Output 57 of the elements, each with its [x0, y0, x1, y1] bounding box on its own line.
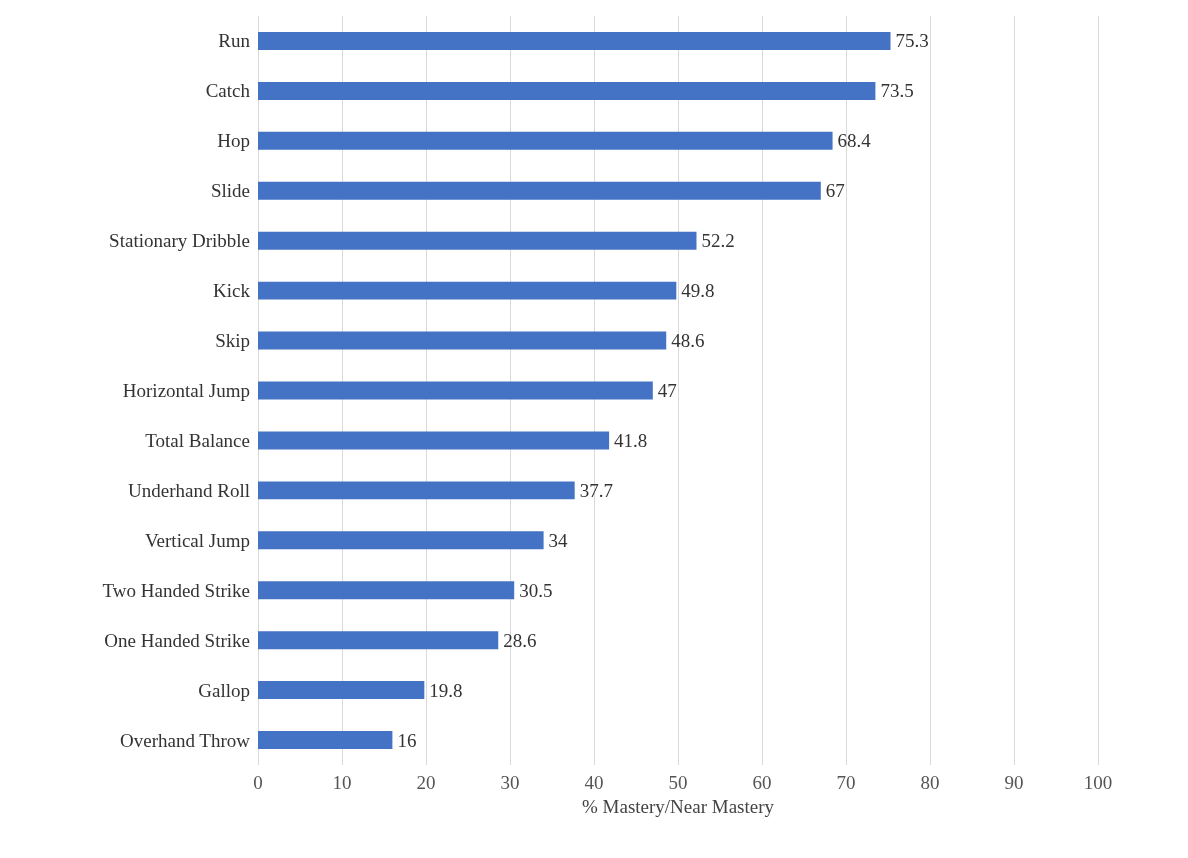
data-label: 48.6	[671, 330, 705, 352]
bar	[258, 481, 575, 500]
data-label: 75.3	[895, 30, 929, 52]
bar	[258, 231, 697, 250]
x-tick-label: 0	[253, 772, 263, 793]
bar	[258, 531, 544, 550]
bar	[258, 731, 393, 750]
x-tick-label: 90	[1004, 772, 1024, 793]
x-tick-label: 80	[920, 772, 940, 793]
data-label: 28.6	[503, 629, 537, 651]
bar	[258, 381, 653, 400]
x-tick-label: 70	[836, 772, 856, 793]
x-tick-label: 20	[416, 772, 436, 793]
x-tick-label: 100	[1083, 772, 1113, 793]
data-label: 16	[397, 729, 417, 751]
data-label: 34	[548, 529, 569, 551]
data-label: 47	[657, 380, 677, 401]
x-axis-title: % Mastery/Near Mastery	[581, 796, 775, 817]
y-tick-label: Underhand Roll	[128, 479, 250, 501]
bar	[258, 181, 821, 200]
y-tick-label: Total Balance	[145, 429, 250, 451]
y-tick-label: Vertical Jump	[144, 529, 250, 551]
x-tick-label: 10	[332, 772, 352, 793]
bar	[258, 581, 515, 600]
data-label: 73.5	[880, 80, 914, 102]
y-tick-label: Two Handed Strike	[102, 579, 250, 601]
y-tick-label: Horizontal Jump	[122, 380, 250, 401]
y-tick-label: Run	[218, 30, 251, 52]
data-label: 37.7	[579, 479, 613, 501]
bar	[258, 281, 677, 300]
x-tick-label: 50	[668, 772, 688, 793]
bar	[258, 131, 833, 150]
bar	[258, 681, 425, 700]
bar	[258, 81, 876, 100]
x-tick-label: 60	[752, 772, 772, 793]
bar	[258, 431, 610, 450]
y-tick-label: Catch	[205, 80, 251, 102]
x-tick-label: 30	[500, 772, 520, 793]
y-tick-label: One Handed Strike	[104, 629, 250, 651]
y-tick-label: Skip	[215, 330, 250, 352]
bar	[258, 331, 667, 350]
bar	[258, 31, 891, 50]
y-tick-label: Kick	[213, 280, 251, 302]
bar	[258, 631, 499, 650]
data-label: 52.2	[701, 230, 735, 252]
y-tick-label: Slide	[210, 180, 250, 202]
data-label: 30.5	[519, 579, 553, 601]
y-tick-label: Hop	[217, 130, 250, 152]
data-label: 19.8	[429, 679, 463, 701]
data-label: 41.8	[614, 429, 648, 451]
y-tick-label: Gallop	[198, 679, 250, 701]
y-tick-label: Stationary Dribble	[109, 230, 250, 252]
data-label: 68.4	[837, 130, 872, 152]
y-tick-label: Overhand Throw	[120, 729, 251, 751]
data-label: 49.8	[681, 280, 715, 302]
data-label: 67	[825, 180, 845, 202]
x-tick-label: 40	[584, 772, 604, 793]
